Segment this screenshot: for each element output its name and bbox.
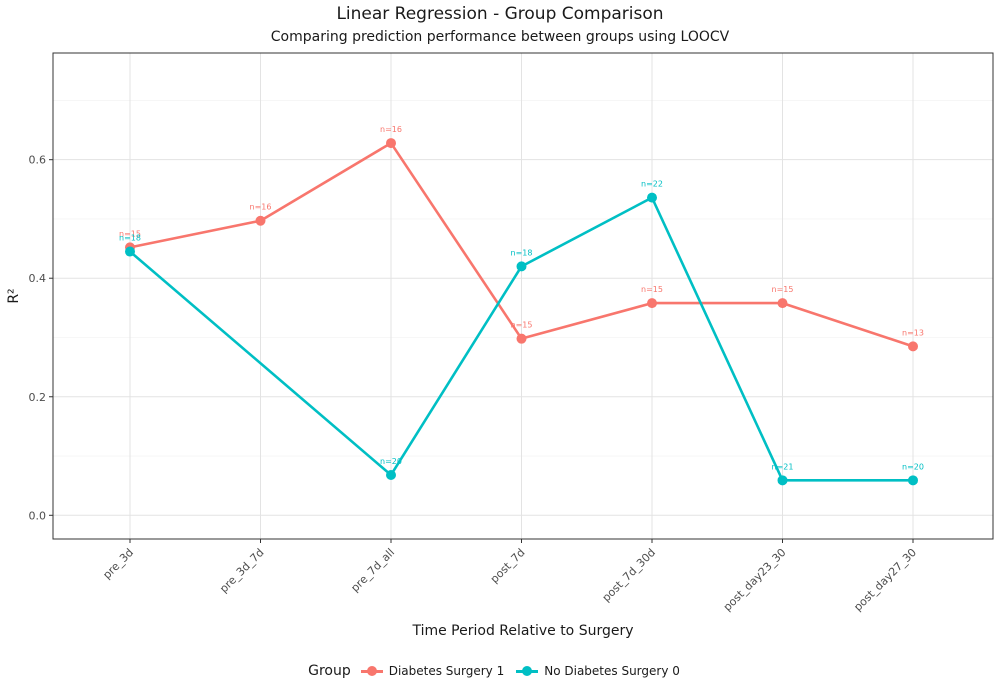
- n-label: n=13: [902, 328, 924, 337]
- series-no-diabetes-surgery-0: n=18 n=20 n=18 n=22 n=21 n=20: [119, 180, 924, 486]
- legend-title: Group: [308, 663, 351, 679]
- n-label: n=18: [119, 234, 141, 243]
- n-label: n=20: [902, 462, 924, 471]
- legend-item-diabetes: Diabetes Surgery 1: [360, 664, 505, 678]
- data-point: [647, 298, 657, 309]
- n-label: n=15: [772, 285, 794, 294]
- data-point: [125, 246, 135, 257]
- data-point: [777, 298, 788, 309]
- data-point: [386, 138, 396, 149]
- y-tick-label: 0.0: [29, 509, 47, 522]
- data-point: [777, 475, 788, 486]
- data-point: [908, 341, 918, 352]
- legend-item-no-diabetes: No Diabetes Surgery 0: [516, 664, 680, 678]
- plot-panel-border: [52, 52, 994, 540]
- legend-label-no-diabetes: No Diabetes Surgery 0: [544, 664, 680, 678]
- legend-key-no-diabetes: [516, 664, 539, 678]
- n-label: n=21: [772, 462, 794, 471]
- series-line: [129, 196, 913, 482]
- n-label: n=15: [119, 229, 141, 238]
- data-point: [908, 475, 918, 486]
- data-point: [255, 215, 266, 226]
- y-tick-label: 0.2: [29, 391, 47, 404]
- n-label: n=20: [380, 457, 402, 466]
- x-tick-label: post_day27_30: [851, 546, 919, 614]
- x-tick-label: pre_7d_all: [348, 546, 397, 595]
- x-axis: pre_3d pre_3d_7d pre_7d_all post_7d post_7d_…: [100, 539, 919, 614]
- y-axis: 0.0 0.2 0.4 0.6: [29, 154, 53, 522]
- x-tick-label: post_7d_30d: [600, 546, 658, 604]
- grid-lines: [53, 53, 993, 539]
- n-label: n=22: [641, 180, 663, 189]
- n-label: n=15: [641, 285, 663, 294]
- y-tick-label: 0.4: [29, 272, 47, 285]
- data-point: [647, 192, 657, 203]
- y-tick-label: 0.6: [29, 154, 47, 167]
- x-tick-label: post_7d: [488, 546, 528, 586]
- chart-title: Linear Regression - Group Comparison: [336, 4, 664, 24]
- x-tick-label: post_day23_30: [721, 546, 789, 614]
- data-point: [516, 261, 527, 272]
- x-axis-title: Time Period Relative to Surgery: [411, 623, 633, 639]
- y-axis-title: R²: [6, 288, 22, 303]
- legend-label-diabetes: Diabetes Surgery 1: [388, 664, 505, 678]
- series-layer: n=15n=16n=16n=15n=15 n=15n=13n=18n=20n=18…: [119, 125, 924, 486]
- x-tick-label: pre_3d_7d: [217, 546, 266, 595]
- n-label: n=16: [250, 203, 272, 212]
- legend: Group Diabetes Surgery 1 No Diabetes Sur…: [0, 663, 1000, 679]
- legend-key-diabetes: [360, 664, 383, 678]
- x-tick-label: pre_3d: [100, 546, 136, 582]
- chart-subtitle: Comparing prediction performance between…: [270, 29, 730, 45]
- n-label: n=16: [380, 125, 402, 134]
- data-point: [516, 333, 527, 344]
- n-label: n=18: [511, 248, 533, 257]
- n-label: n=15: [511, 321, 533, 330]
- data-point: [386, 469, 396, 480]
